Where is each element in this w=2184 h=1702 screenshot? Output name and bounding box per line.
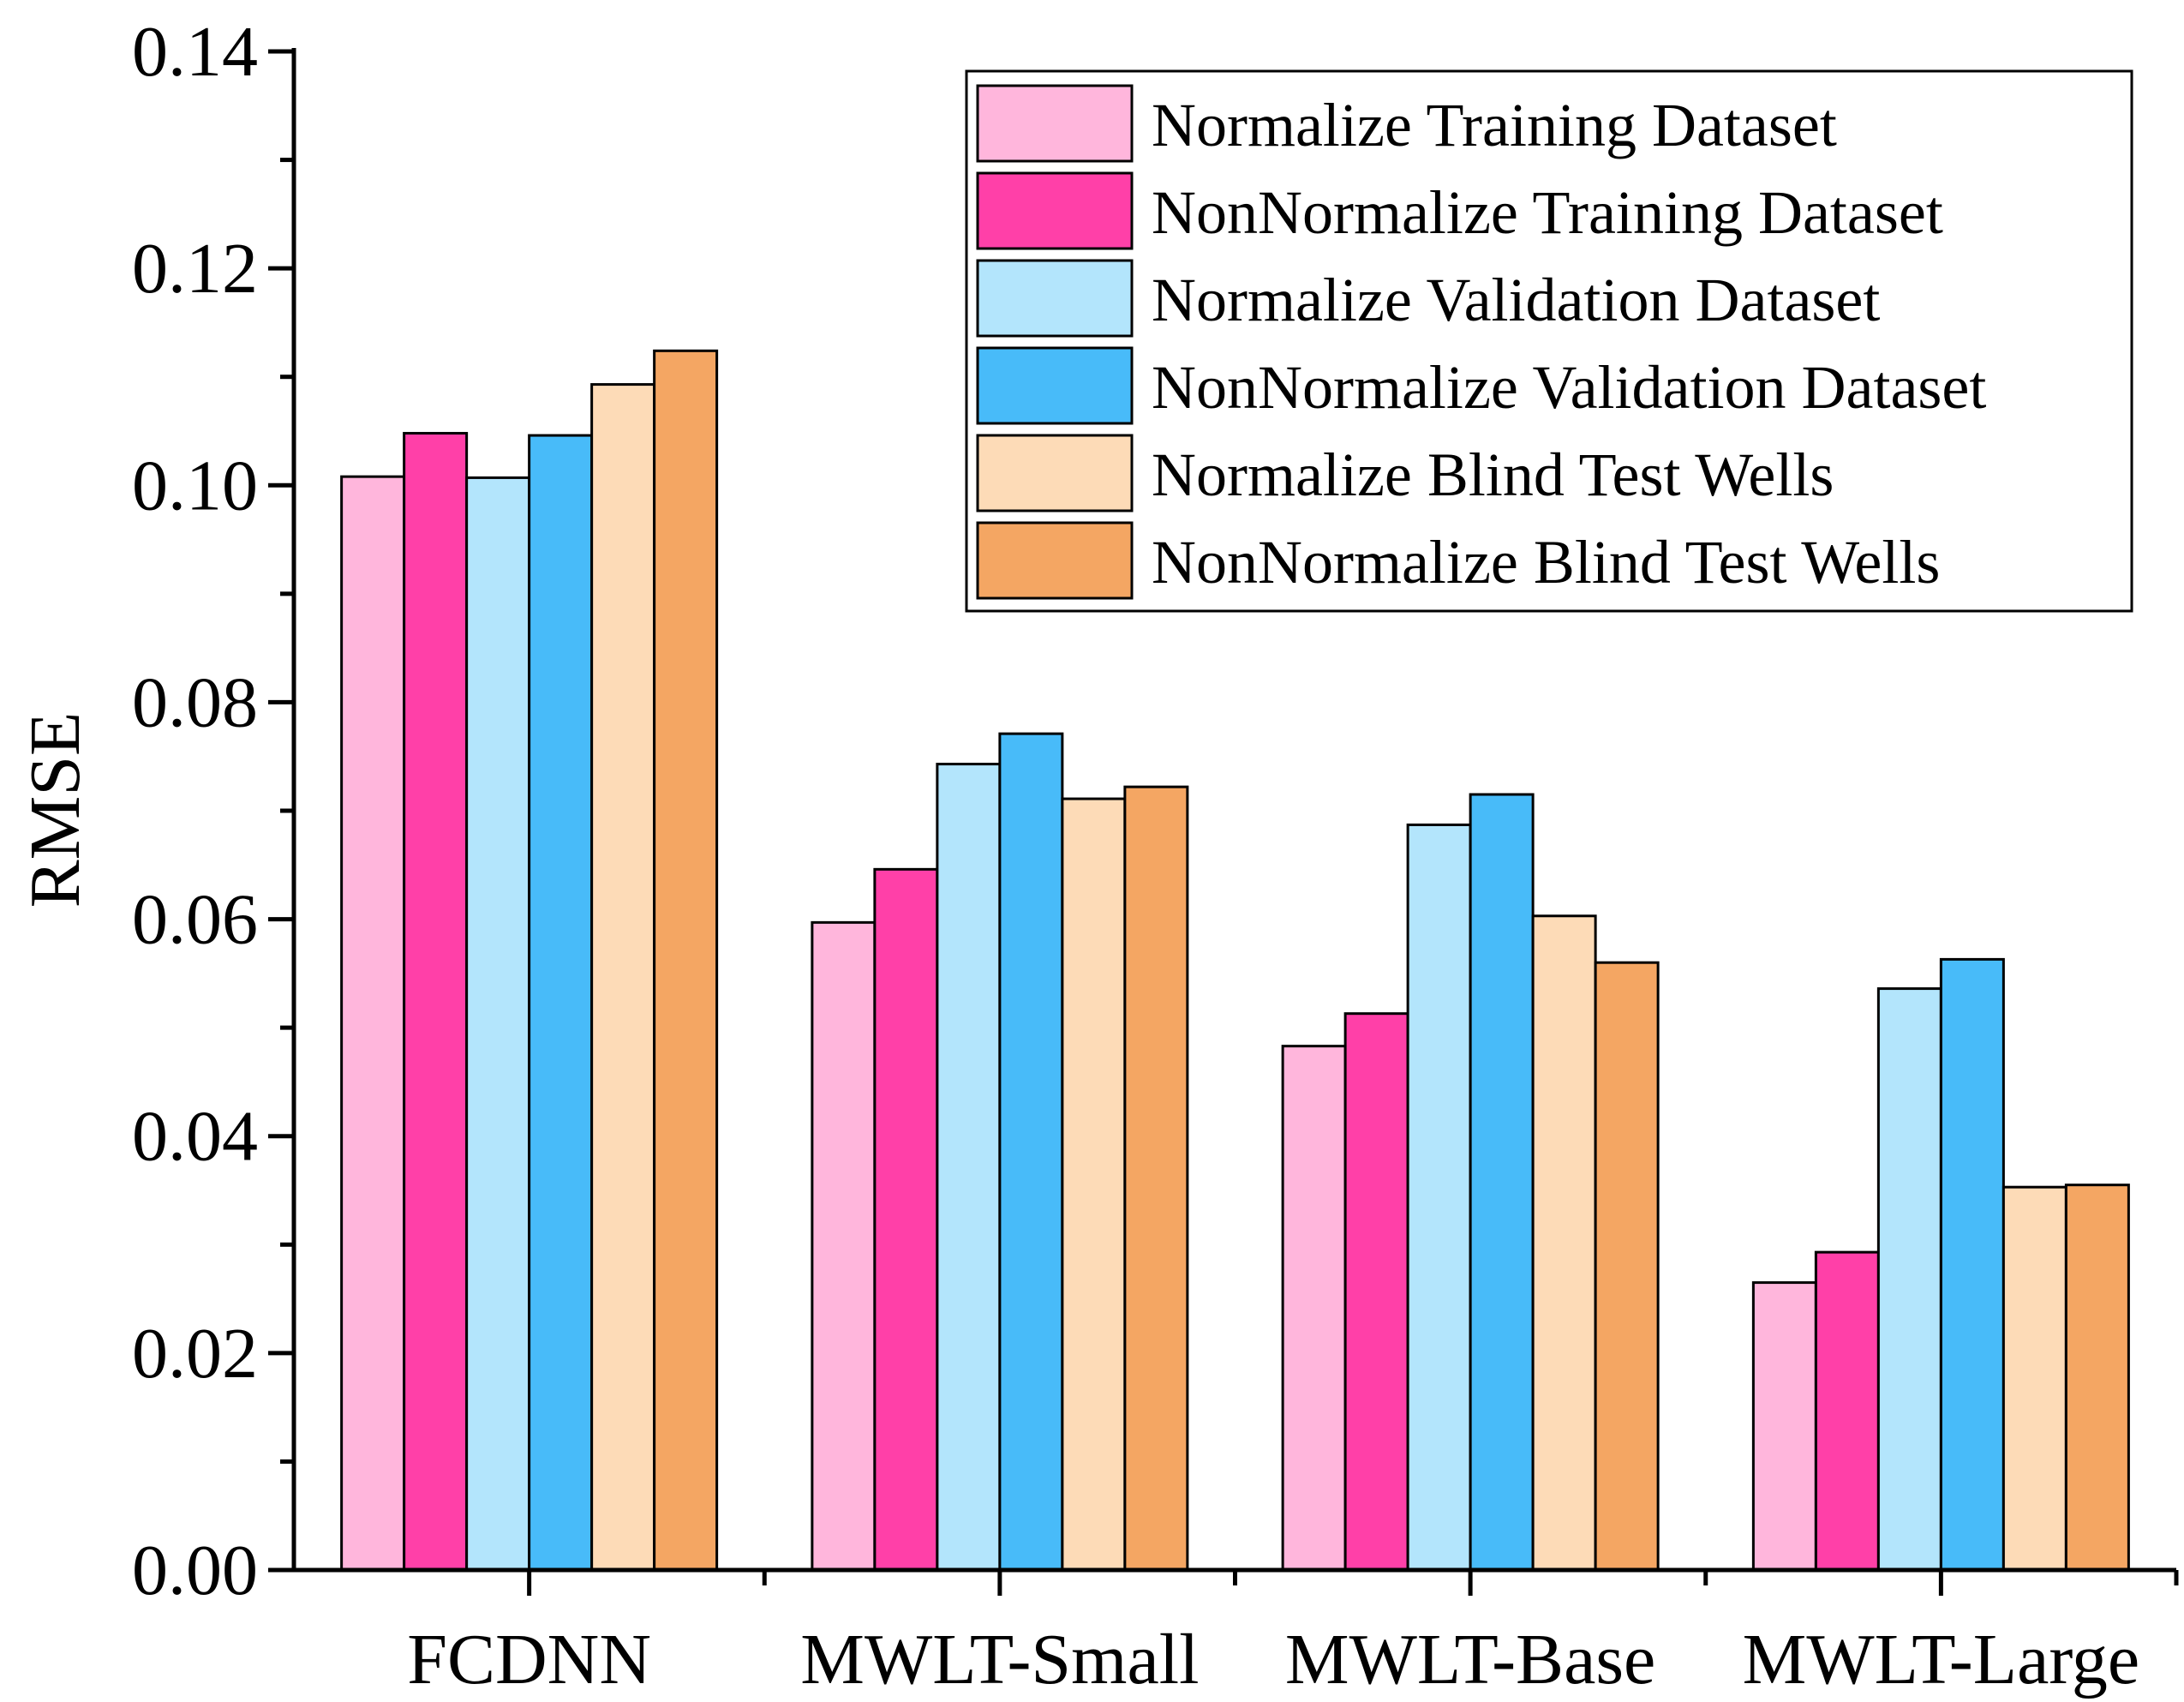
bar-2-mwlt-small xyxy=(873,867,939,1572)
bar-2-mwlt-large xyxy=(1814,1250,1880,1572)
bar-4-mwlt-large xyxy=(1939,957,2005,1572)
legend: Normalize Training Dataset NonNormalize T… xyxy=(965,69,2133,613)
legend-swatch xyxy=(976,259,1134,338)
bar-5-fcdnn xyxy=(590,383,656,1572)
legend-label: Normalize Validation Dataset xyxy=(1152,266,1880,334)
bar-6-mwlt-small xyxy=(1123,785,1189,1572)
bars-layer xyxy=(340,349,2130,1572)
bar-3-mwlt-large xyxy=(1876,987,1942,1572)
bar-5-mwlt-base xyxy=(1531,914,1597,1572)
bar-1-fcdnn xyxy=(340,475,406,1572)
bar-4-mwlt-small xyxy=(998,732,1064,1572)
y-tick-label: 0.12 xyxy=(132,229,258,309)
y-tick-label: 0.04 xyxy=(132,1097,258,1177)
legend-swatch xyxy=(976,521,1134,600)
bar-2-fcdnn xyxy=(403,432,469,1572)
x-category-label: MWLT-Small xyxy=(800,1620,1199,1699)
y-tick-label: 0.06 xyxy=(132,880,258,960)
bar-1-mwlt-large xyxy=(1751,1281,1817,1572)
x-category-label: MWLT-Large xyxy=(1743,1620,2139,1699)
legend-label: Normalize Training Dataset xyxy=(1152,91,1837,159)
bar-5-mwlt-small xyxy=(1061,797,1127,1572)
y-tick-label: 0.02 xyxy=(132,1314,258,1393)
bar-5-mwlt-large xyxy=(2002,1185,2067,1572)
bar-4-mwlt-base xyxy=(1469,793,1535,1572)
legend-swatch xyxy=(976,346,1134,425)
bar-2-mwlt-base xyxy=(1343,1012,1409,1572)
axes-layer: 0.00 0.02 0.04 0.06 0.08 0.10 0.12 0.14 FCDNN MWL… xyxy=(132,12,2179,1699)
x-category-label: FCDNN xyxy=(407,1620,651,1699)
bar-1-mwlt-small xyxy=(811,920,877,1572)
y-tick-label: 0.08 xyxy=(132,662,258,742)
bar-3-fcdnn xyxy=(465,476,531,1572)
y-axis-title: RMSE xyxy=(15,712,95,908)
y-tick-label: 0.14 xyxy=(132,12,258,92)
bar-6-mwlt-base xyxy=(1594,961,1660,1572)
legend-label: Normalize Blind Test Wells xyxy=(1152,440,1834,509)
legend-swatch xyxy=(976,434,1134,512)
x-category-label: MWLT-Base xyxy=(1285,1620,1655,1699)
legend-label: NonNormalize Training Dataset xyxy=(1152,178,1943,247)
legend-swatch xyxy=(976,84,1134,163)
bar-3-mwlt-small xyxy=(936,763,1002,1572)
bar-1-mwlt-base xyxy=(1281,1045,1347,1572)
y-tick-label: 0.00 xyxy=(132,1531,258,1610)
y-tick-label: 0.10 xyxy=(132,446,258,525)
bar-3-mwlt-base xyxy=(1406,823,1472,1572)
legend-swatch xyxy=(976,171,1134,250)
legend-box xyxy=(965,69,2133,613)
legend-label: NonNormalize Blind Test Wells xyxy=(1152,528,1940,596)
legend-label: NonNormalize Validation Dataset xyxy=(1152,353,1986,422)
bar-4-fcdnn xyxy=(528,434,594,1572)
bar-6-fcdnn xyxy=(653,349,719,1572)
bar-6-mwlt-large xyxy=(2064,1184,2130,1572)
